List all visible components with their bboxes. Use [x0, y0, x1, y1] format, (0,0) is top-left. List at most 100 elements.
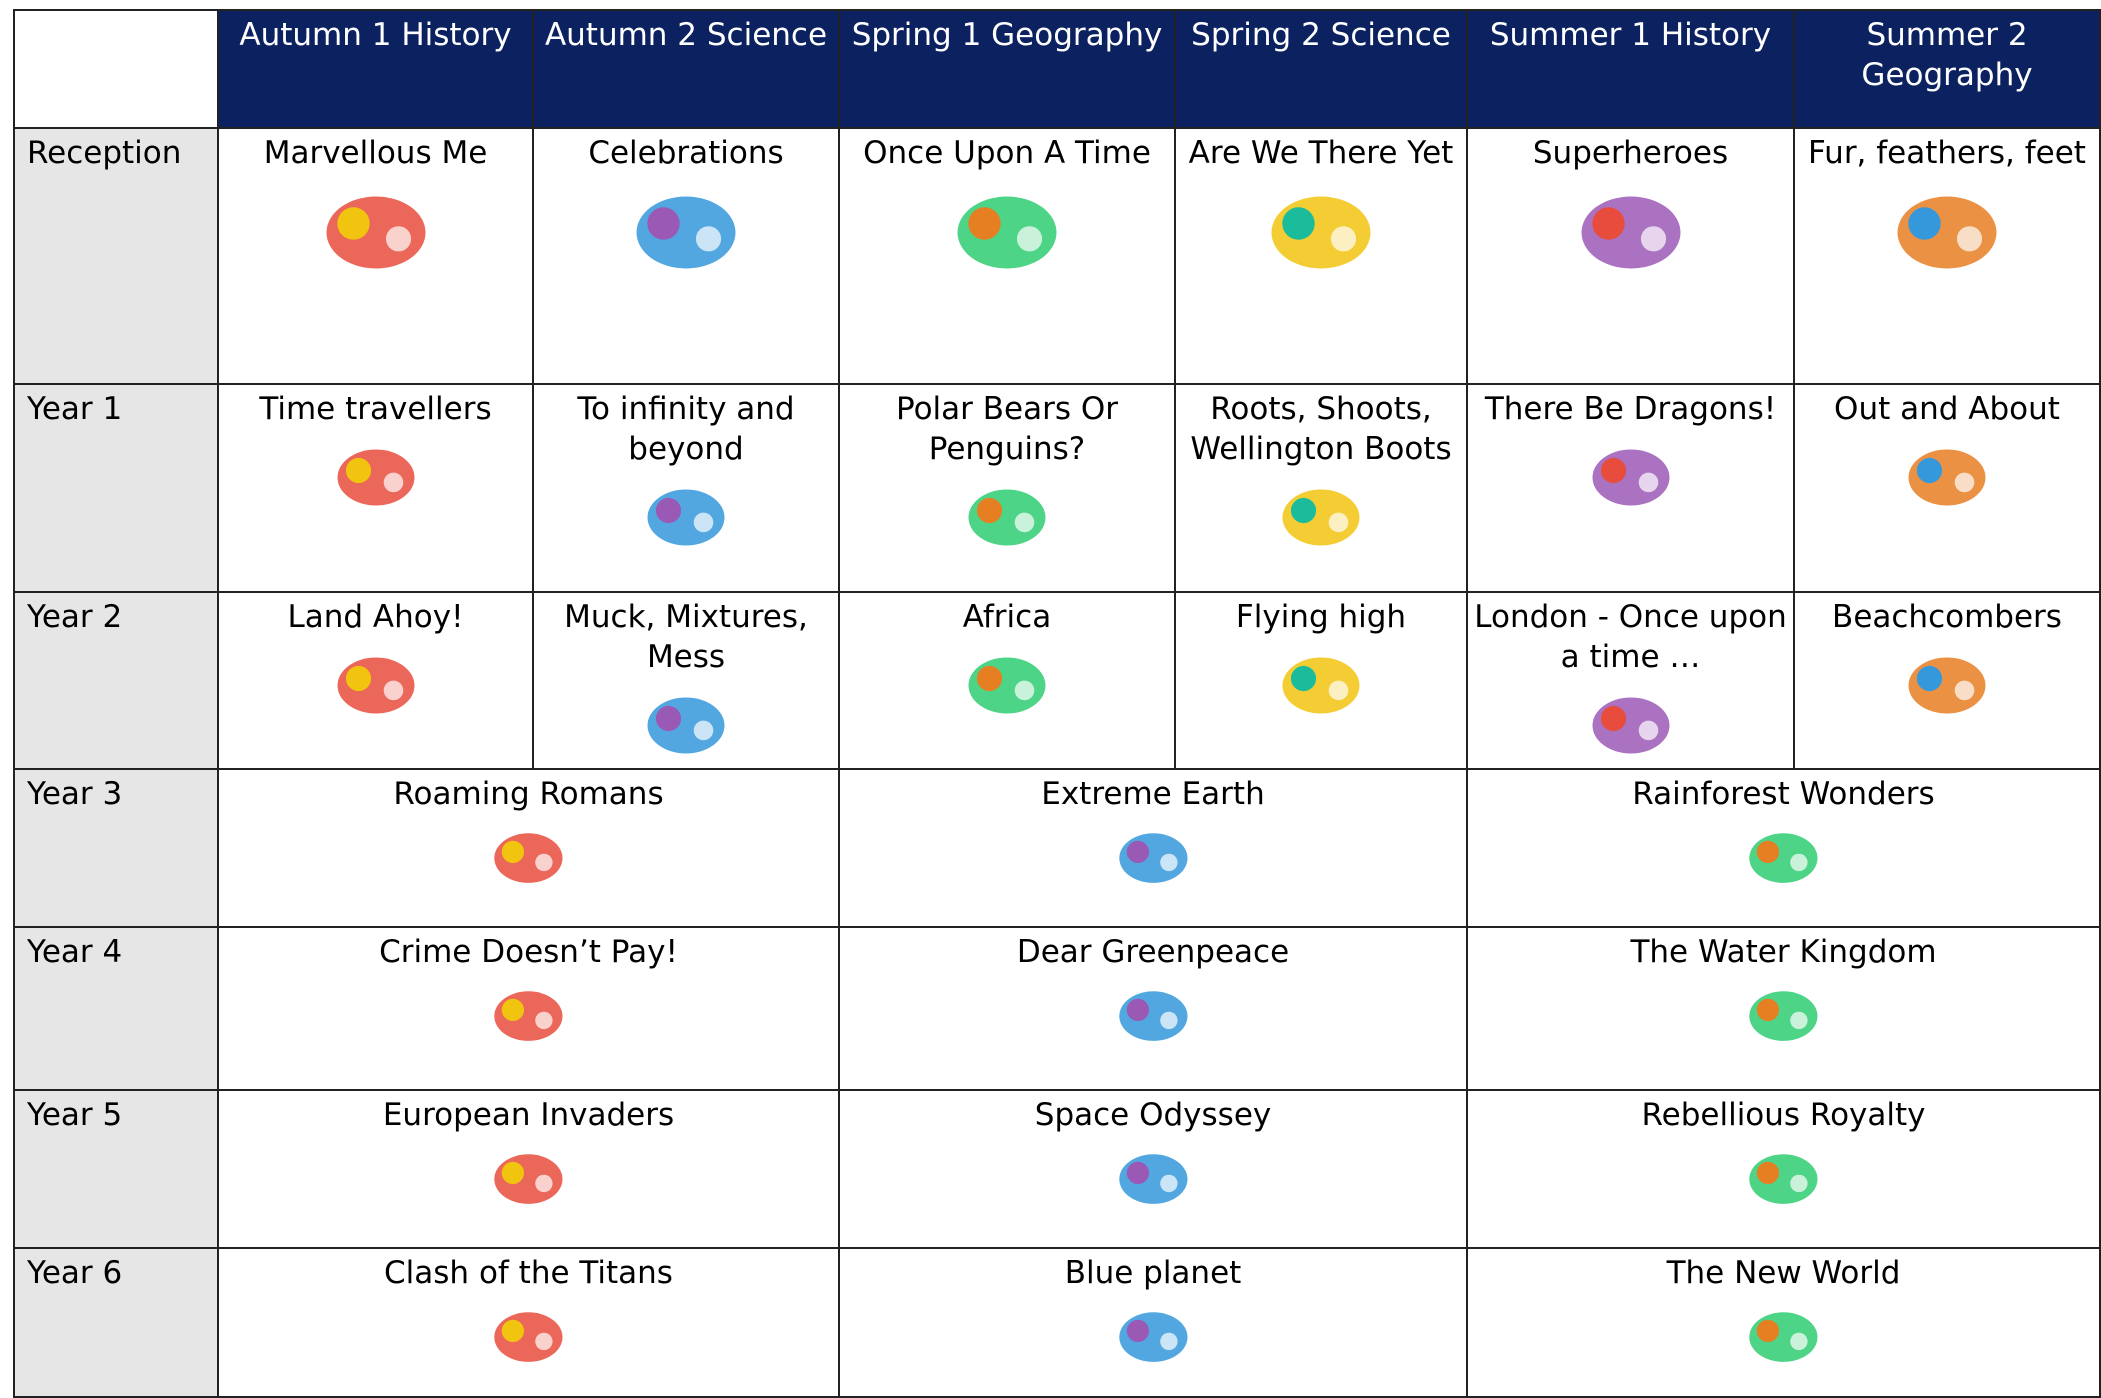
topic-cell: Africa: [838, 591, 1176, 770]
topic-illustration: [337, 657, 414, 714]
topic-title: Rebellious Royalty: [1641, 1097, 1926, 1133]
topic-illustration: [1118, 991, 1188, 1041]
topic-cell: To infinity and beyond: [532, 383, 840, 593]
topic-title: The Water Kingdom: [1630, 934, 1937, 970]
topic-cell: Dear Greenpeace: [838, 926, 1468, 1091]
topic-title: European Invaders: [382, 1097, 675, 1133]
topic-illustration: [647, 489, 725, 546]
term-title: Spring 1 Geography: [851, 17, 1163, 53]
topic-illustration: [1592, 449, 1669, 506]
topic-title: Flying high: [1235, 599, 1407, 635]
topic-title: Are We There Yet: [1188, 135, 1454, 171]
year-label: Year 6: [13, 1247, 219, 1398]
topic-title: Time travellers: [259, 391, 492, 427]
topic-title: Space Odyssey: [1034, 1097, 1272, 1133]
topic-cell: Space Odyssey: [838, 1089, 1468, 1249]
topic-cell: The New World: [1466, 1247, 2101, 1398]
topic-cell: Polar Bears Or Penguins?: [838, 383, 1176, 593]
topic-title: Fur, feathers, feet: [1808, 135, 2086, 171]
topic-cell: Beachcombers: [1793, 591, 2101, 770]
topic-cell: Flying high: [1174, 591, 1468, 770]
term-title: Autumn 1 History: [239, 17, 512, 53]
topic-illustration: [1749, 1154, 1818, 1204]
topic-illustration: [1271, 196, 1371, 269]
topic-cell: Marvellous Me: [217, 127, 534, 385]
topic-cell: Extreme Earth: [838, 768, 1468, 928]
term-title: Autumn 2 Science: [544, 17, 828, 53]
topic-illustration: [636, 196, 736, 269]
topic-illustration: [1282, 657, 1360, 714]
topic-illustration: [1897, 196, 1997, 269]
topic-illustration: [1749, 1312, 1818, 1362]
topic-cell: Clash of the Titans: [217, 1247, 840, 1398]
topic-title: Extreme Earth: [1041, 776, 1265, 812]
header-row: Autumn 1 History Autumn 2 Science Spring 1…: [13, 9, 2101, 129]
topic-illustration: [1118, 833, 1188, 883]
year-row: Year 2 Land Ahoy! Muck, Mixtures, Mess Afri…: [13, 591, 2101, 770]
topic-illustration: [1749, 991, 1818, 1041]
topic-cell: Celebrations: [532, 127, 840, 385]
term-header: Spring 1 Geography: [838, 9, 1176, 129]
year-row: Year 3 Roaming Romans Extreme Earth Rainfor…: [13, 768, 2101, 928]
topic-title: London - Once upon a time …: [1474, 599, 1787, 675]
year-label: Year 5: [13, 1089, 219, 1249]
term-title: Summer 1 History: [1489, 17, 1772, 53]
topic-cell: Land Ahoy!: [217, 591, 534, 770]
topic-title: The New World: [1666, 1255, 1901, 1291]
topic-title: Once Upon A Time: [863, 135, 1151, 171]
topic-cell: Crime Doesn’t Pay!: [217, 926, 840, 1091]
topic-cell: Are We There Yet: [1174, 127, 1468, 385]
topic-title: Beachcombers: [1832, 599, 2062, 635]
topic-title: Marvellous Me: [263, 135, 488, 171]
topic-illustration: [326, 196, 425, 269]
topic-title: Polar Bears Or Penguins?: [896, 391, 1118, 467]
topic-title: Out and About: [1834, 391, 2060, 427]
year-row: Year 6 Clash of the Titans Blue planet The …: [13, 1247, 2101, 1398]
topic-illustration: [1908, 449, 1986, 506]
topic-title: Rainforest Wonders: [1632, 776, 1935, 812]
topic-title: Blue planet: [1064, 1255, 1242, 1291]
topic-title: Muck, Mixtures, Mess: [564, 599, 808, 675]
year-label: Year 4: [13, 926, 219, 1091]
topic-title: There Be Dragons!: [1484, 391, 1777, 427]
topic-cell: Roots, Shoots, Wellington Boots: [1174, 383, 1468, 593]
topic-illustration: [1282, 489, 1360, 546]
term-header: Spring 2 Science: [1174, 9, 1468, 129]
topic-illustration: [1118, 1312, 1188, 1362]
topic-title: Roots, Shoots, Wellington Boots: [1190, 391, 1452, 467]
topic-cell: Once Upon A Time: [838, 127, 1176, 385]
term-header: Summer 2 Geography: [1793, 9, 2101, 129]
topic-cell: Out and About: [1793, 383, 2101, 593]
topic-cell: Rebellious Royalty: [1466, 1089, 2101, 1249]
topic-cell: Rainforest Wonders: [1466, 768, 2101, 928]
topic-title: Land Ahoy!: [287, 599, 464, 635]
topic-illustration: [968, 489, 1046, 546]
topic-title: Dear Greenpeace: [1016, 934, 1290, 970]
topic-title: Africa: [962, 599, 1052, 635]
topic-illustration: [1908, 657, 1986, 714]
topic-title: Celebrations: [588, 135, 784, 171]
topic-illustration: [647, 697, 725, 754]
term-header: Autumn 2 Science: [532, 9, 840, 129]
topic-title: Roaming Romans: [393, 776, 664, 812]
topic-illustration: [494, 991, 563, 1041]
year-label: Year 1: [13, 383, 219, 593]
year-label: Reception: [13, 127, 219, 385]
topic-cell: The Water Kingdom: [1466, 926, 2101, 1091]
year-label: Year 2: [13, 591, 219, 770]
term-header: Autumn 1 History: [217, 9, 534, 129]
corner-cell: [13, 9, 219, 129]
year-row: Year 4 Crime Doesn’t Pay! Dear Greenpeace T…: [13, 926, 2101, 1091]
topic-cell: European Invaders: [217, 1089, 840, 1249]
topic-cell: Muck, Mixtures, Mess: [532, 591, 840, 770]
topic-title: Crime Doesn’t Pay!: [379, 934, 678, 970]
topic-illustration: [957, 196, 1057, 269]
year-label: Year 3: [13, 768, 219, 928]
topic-illustration: [494, 1154, 563, 1204]
topic-title: Superheroes: [1532, 135, 1729, 171]
topic-cell: There Be Dragons!: [1466, 383, 1795, 593]
topic-cell: Time travellers: [217, 383, 534, 593]
topic-cell: Blue planet: [838, 1247, 1468, 1398]
topic-illustration: [1581, 196, 1680, 269]
year-row: Year 5 European Invaders Space Odyssey Rebe…: [13, 1089, 2101, 1249]
